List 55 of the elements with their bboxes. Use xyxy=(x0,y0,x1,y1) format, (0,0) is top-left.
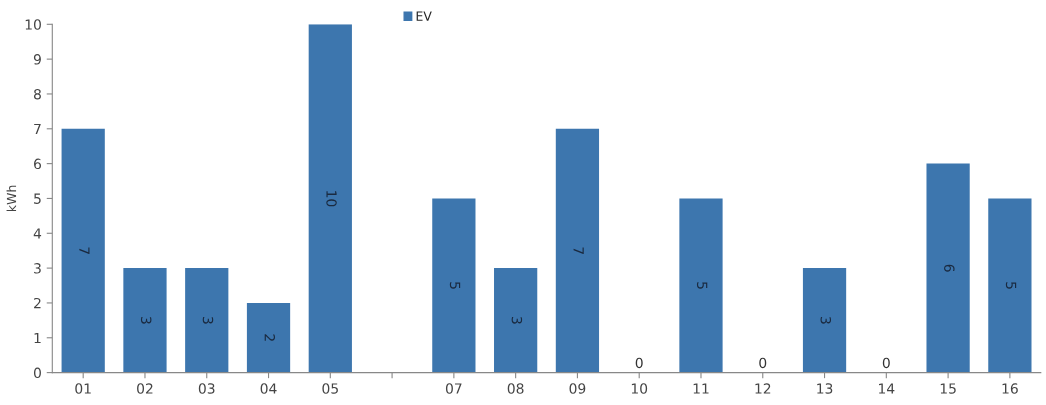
bar xyxy=(61,128,105,373)
x-tick-label: 13 xyxy=(817,383,833,394)
x-tick-label: 12 xyxy=(755,383,771,394)
data-label: 2 xyxy=(264,334,275,341)
bar xyxy=(432,198,476,373)
data-label: 5 xyxy=(1005,282,1017,289)
bar xyxy=(246,302,291,373)
y-tick-label: 5 xyxy=(34,193,41,204)
x-tick-label: 11 xyxy=(693,383,709,394)
data-label: 0 xyxy=(635,357,643,369)
bar xyxy=(123,268,167,373)
x-tick-label: 01 xyxy=(75,383,91,394)
data-label: 0 xyxy=(882,357,890,369)
bar xyxy=(679,198,723,373)
bar xyxy=(185,268,229,373)
x-tick-label: 16 xyxy=(1002,383,1018,394)
bar xyxy=(926,163,970,373)
data-label: 6 xyxy=(944,264,955,272)
x-tick-label: 09 xyxy=(569,383,586,394)
data-label: 7 xyxy=(573,247,584,254)
legend-label: EV xyxy=(416,11,432,21)
bar xyxy=(555,128,600,373)
x-tick-label: 07 xyxy=(445,383,462,394)
x-tick-label: 04 xyxy=(260,383,277,394)
x-tick-label: 02 xyxy=(137,383,153,394)
y-tick-label: 2 xyxy=(34,297,41,309)
x-tick-label: 05 xyxy=(322,383,338,394)
y-axis-title: kWh xyxy=(6,185,17,212)
x-tick-label: 08 xyxy=(507,383,524,394)
x-tick-label: 10 xyxy=(631,383,648,394)
data-label: 3 xyxy=(820,317,832,324)
x-tick-label: 03 xyxy=(198,383,215,394)
bar xyxy=(802,268,847,373)
y-tick-label: 6 xyxy=(34,158,42,170)
y-tick-label: 9 xyxy=(33,54,41,65)
y-tick-label: 0 xyxy=(33,367,41,379)
y-tick-label: 3 xyxy=(34,263,41,274)
y-tick-label: 7 xyxy=(34,123,41,135)
y-tick-label: 1 xyxy=(34,332,41,344)
y-tick-label: 4 xyxy=(33,228,42,239)
x-tick-label: 14 xyxy=(879,383,895,394)
bar xyxy=(494,268,538,373)
data-label: 5 xyxy=(696,282,708,289)
data-label: 0 xyxy=(759,357,767,369)
data-label: 3 xyxy=(202,317,214,324)
data-label: 5 xyxy=(449,282,461,289)
data-label: 7 xyxy=(79,247,90,254)
x-tick-label: 15 xyxy=(940,383,956,394)
y-tick-label: 8 xyxy=(33,88,41,100)
data-label: 3 xyxy=(140,317,152,324)
y-tick-label: 10 xyxy=(25,19,41,30)
data-label: 3 xyxy=(511,317,523,324)
bar xyxy=(988,198,1032,373)
data-label: 10 xyxy=(326,191,337,207)
bar xyxy=(308,24,352,373)
